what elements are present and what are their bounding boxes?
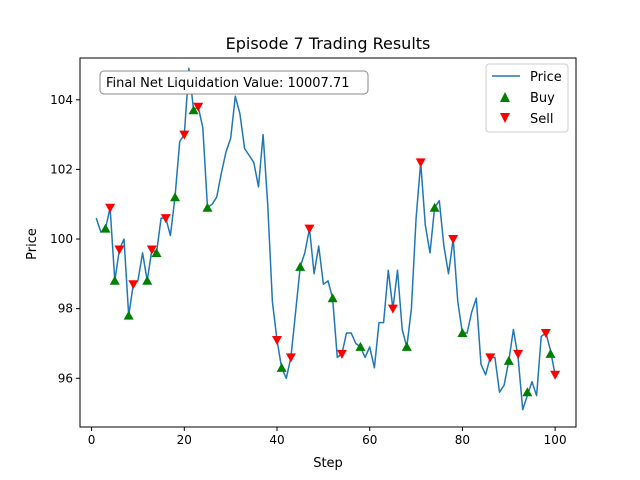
legend-buy-marker bbox=[500, 92, 510, 102]
sell-marker bbox=[285, 353, 296, 363]
sell-marker bbox=[105, 203, 116, 213]
x-axis-label: Step bbox=[313, 456, 343, 471]
buy-marker bbox=[355, 341, 366, 351]
buy-marker bbox=[276, 362, 287, 372]
legend-price-label: Price bbox=[530, 70, 562, 85]
x-tick-label: 0 bbox=[88, 433, 96, 447]
legend: Price Buy Sell bbox=[485, 63, 569, 133]
sell-marker bbox=[114, 245, 125, 255]
buy-marker bbox=[188, 105, 199, 115]
buy-marker bbox=[142, 275, 153, 285]
y-tick-label: 100 bbox=[50, 232, 73, 246]
buy-marker bbox=[457, 328, 468, 338]
price-series-line bbox=[95, 67, 556, 411]
y-tick-label: 102 bbox=[50, 162, 73, 176]
buy-marker bbox=[170, 192, 181, 202]
y-tick-label: 98 bbox=[58, 302, 73, 316]
y-tick-label: 96 bbox=[58, 371, 73, 385]
sell-marker bbox=[485, 353, 496, 363]
buy-marker bbox=[295, 261, 306, 271]
sell-marker bbox=[146, 245, 157, 255]
sell-marker bbox=[193, 102, 204, 112]
legend-buy-label: Buy bbox=[530, 91, 555, 106]
buy-marker bbox=[100, 223, 111, 233]
plot-frame bbox=[79, 57, 577, 428]
sell-marker bbox=[304, 224, 315, 234]
legend-sell-marker bbox=[500, 113, 510, 123]
y-axis-label: Price bbox=[25, 228, 40, 260]
x-tick-label: 20 bbox=[177, 433, 192, 447]
sell-marker bbox=[513, 349, 524, 359]
sell-marker bbox=[160, 214, 171, 224]
buy-marker bbox=[327, 293, 338, 303]
y-tick-label: 104 bbox=[50, 93, 73, 107]
buy-marker bbox=[123, 310, 134, 320]
x-tick-label: 80 bbox=[455, 433, 470, 447]
plot-area bbox=[95, 67, 561, 411]
buy-marker bbox=[545, 348, 556, 358]
chart-title: Episode 7 Trading Results bbox=[226, 34, 431, 53]
x-tick-label: 40 bbox=[269, 433, 284, 447]
buy-marker bbox=[401, 341, 412, 351]
sell-marker bbox=[336, 349, 347, 359]
sell-marker bbox=[128, 280, 139, 290]
sell-marker bbox=[415, 158, 426, 168]
sell-marker bbox=[272, 335, 283, 345]
buy-marker bbox=[151, 247, 162, 257]
sell-marker bbox=[540, 329, 551, 339]
x-tick-label: 60 bbox=[362, 433, 377, 447]
buy-marker bbox=[522, 387, 533, 397]
buy-marker bbox=[429, 202, 440, 212]
x-tick-label: 100 bbox=[544, 433, 567, 447]
buy-marker bbox=[202, 202, 213, 212]
sell-marker bbox=[448, 235, 459, 245]
buy-marker bbox=[109, 275, 120, 285]
legend-sell-label: Sell bbox=[530, 112, 553, 127]
net-liquidation-annotation: Final Net Liquidation Value: 10007.71 bbox=[99, 70, 369, 95]
annotation-text: Final Net Liquidation Value: 10007.71 bbox=[106, 76, 350, 91]
buy-marker bbox=[503, 355, 514, 365]
sell-marker bbox=[179, 130, 190, 140]
axes: 0 20 40 60 80 100 96 98 100 102 104 bbox=[50, 57, 577, 447]
sell-marker bbox=[550, 370, 561, 380]
sell-marker bbox=[387, 304, 398, 314]
